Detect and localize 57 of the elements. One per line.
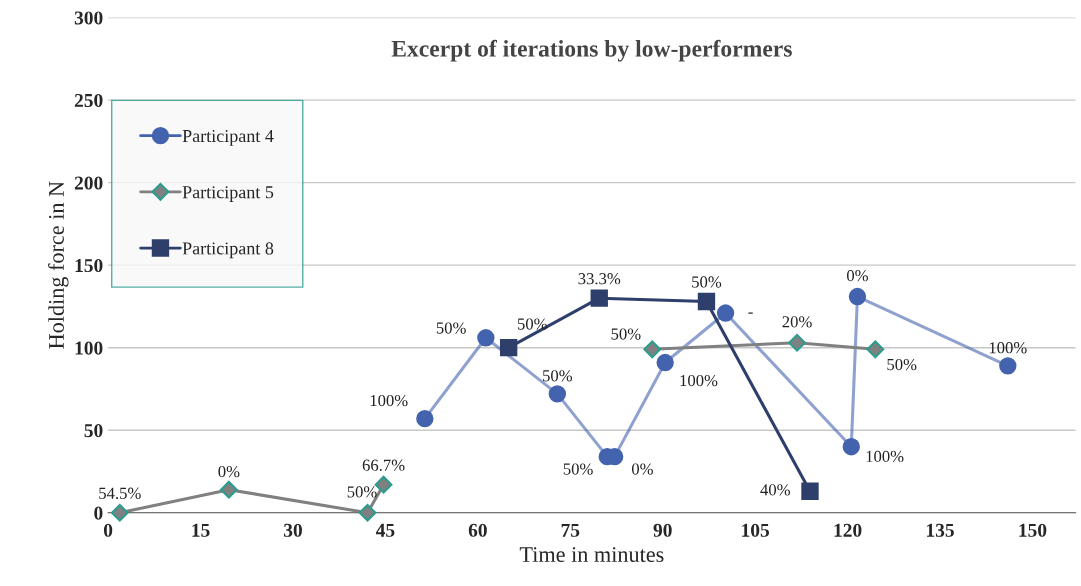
point — [801, 482, 819, 500]
annotation: 50% — [563, 463, 593, 475]
x-tick-label: 60 — [468, 523, 487, 537]
point — [548, 385, 567, 403]
text: Excerpt of iterations by low-performers — [391, 39, 792, 62]
point — [416, 409, 434, 428]
annotation: 33.3% — [578, 273, 621, 285]
annotation: 50% — [692, 276, 722, 288]
x-axis-title: Time in minutes — [519, 547, 664, 562]
annotation: 100% — [989, 342, 1027, 354]
y-tick-label: 200 — [74, 176, 103, 190]
y-tick-label: 250 — [74, 93, 103, 108]
x-tick-label: 150 — [1019, 523, 1047, 537]
annotation: 0% — [846, 270, 868, 282]
legend-label: Participant 5 — [182, 186, 274, 202]
y-tick-label: 300 — [74, 11, 103, 25]
annotation: 0% — [631, 463, 653, 475]
x-tick-label: 90 — [653, 523, 672, 537]
annotation: 50% — [347, 486, 377, 498]
annotation: 50% — [543, 370, 573, 382]
annotation: 50% — [436, 322, 466, 334]
point — [999, 357, 1017, 375]
x-tick-label: 30 — [283, 523, 302, 537]
point — [842, 438, 860, 456]
annotation: - — [748, 312, 753, 314]
y-tick-label: 100 — [75, 341, 103, 355]
annotation: 100% — [866, 450, 904, 463]
x-tick-label: 15 — [192, 523, 210, 537]
annotation: 50% — [887, 358, 917, 371]
annotation: 100% — [370, 394, 408, 407]
point — [499, 339, 518, 357]
point — [477, 329, 495, 347]
legend-label: Participant 8 — [182, 242, 274, 259]
legend-label: Participant 4 — [182, 129, 274, 146]
point — [697, 292, 716, 311]
x-tick-label: 0 — [103, 523, 113, 537]
y-tick-label: 50 — [84, 424, 103, 438]
x-tick-label: 120 — [834, 523, 862, 537]
x-tick-label: 135 — [927, 523, 954, 537]
annotation: 66.7% — [362, 459, 405, 471]
annotation: 20% — [782, 316, 812, 328]
annotation: 54.5% — [99, 487, 141, 499]
x-tick-label: 105 — [742, 523, 770, 537]
x-tick-label: 75 — [561, 523, 580, 537]
point — [656, 353, 674, 372]
point — [848, 287, 867, 306]
y-tick-label: 0 — [94, 506, 103, 520]
annotation: 50% — [611, 328, 641, 340]
point — [716, 304, 735, 322]
annotation: 100% — [680, 374, 718, 387]
annotation: 0% — [218, 465, 240, 478]
y-tick-label: 150 — [75, 258, 103, 273]
y-axis-title: Holding force in N — [48, 181, 69, 349]
x-tick-label: 45 — [375, 523, 395, 537]
annotation: 50% — [517, 318, 547, 330]
annotation: 40% — [760, 484, 790, 496]
point — [590, 289, 608, 307]
